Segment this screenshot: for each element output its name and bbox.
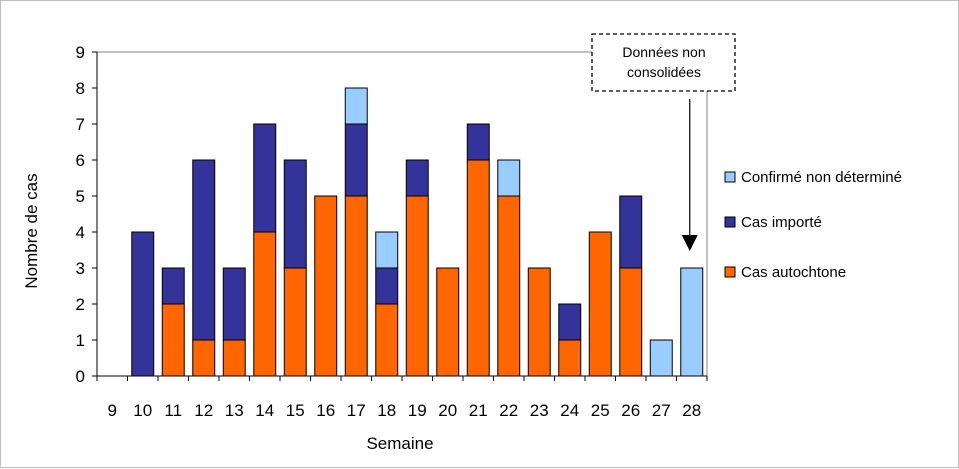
x-tick-label: 28 — [682, 401, 701, 420]
y-tick-label: 2 — [76, 295, 85, 314]
legend-label: Confirmé non déterminé — [741, 169, 902, 186]
x-tick-label: 27 — [652, 401, 671, 420]
y-axis-title: Nombre de cas — [22, 173, 41, 288]
bar-segment — [253, 123, 277, 233]
y-tick-label: 3 — [76, 259, 85, 278]
legend: Confirmé non déterminé Cas importé Cas aut… — [724, 169, 902, 281]
x-tick-label: 22 — [499, 401, 518, 420]
bar-segment — [344, 87, 368, 125]
legend-swatch — [724, 171, 736, 183]
bar-segment — [405, 195, 429, 377]
bar-segment — [405, 159, 429, 197]
x-axis-title: Semaine — [366, 434, 433, 453]
annotation-text: consolidées — [627, 64, 701, 80]
x-tick-label: 13 — [225, 401, 244, 420]
x-tick-label: 23 — [530, 401, 549, 420]
bar-segment — [161, 267, 185, 305]
bar-segment — [649, 339, 673, 377]
x-tick-label: 11 — [164, 401, 182, 420]
bar-segment — [192, 159, 216, 341]
bar-segment — [619, 195, 643, 269]
bar-segment — [283, 159, 307, 269]
x-tick-label: 26 — [621, 401, 640, 420]
annotation: Données non consolidées — [591, 33, 736, 251]
bar-segment — [314, 195, 338, 377]
y-tick-label: 9 — [76, 43, 85, 62]
bar-segment — [192, 339, 216, 377]
x-tick-label: 12 — [194, 401, 213, 420]
y-tick-label: 0 — [76, 367, 85, 386]
bar-segment — [131, 231, 155, 377]
annotation-arrow-head — [681, 235, 698, 251]
x-tick-label: 14 — [255, 401, 274, 420]
bar-segment — [558, 339, 582, 377]
bar-segment — [344, 123, 368, 197]
legend-swatch — [724, 216, 736, 228]
bar-segment — [283, 267, 307, 377]
bar-segment — [497, 159, 521, 197]
bar-segment — [436, 267, 460, 377]
annotation-text: Données non — [622, 44, 705, 60]
bar-segment — [222, 267, 246, 341]
y-tick-label: 8 — [76, 79, 85, 98]
bar-segment — [680, 267, 704, 377]
y-tick-label: 7 — [76, 115, 85, 134]
y-tick-label: 6 — [76, 151, 85, 170]
x-tick-label: 10 — [133, 401, 152, 420]
bar-segment — [375, 267, 399, 305]
x-tick-label: 16 — [316, 401, 335, 420]
bar-segment — [619, 267, 643, 377]
x-tick-label: 18 — [377, 401, 396, 420]
y-tick-label: 1 — [76, 331, 85, 350]
x-tick-label: 9 — [108, 401, 117, 420]
bars — [131, 87, 704, 377]
x-tick-label: 25 — [591, 401, 610, 420]
bar-segment — [253, 231, 277, 377]
bar-segment — [497, 195, 521, 377]
bar-segment — [222, 339, 246, 377]
legend-label: Cas importé — [741, 214, 822, 231]
x-tick-label: 24 — [560, 401, 579, 420]
x-tick-label: 21 — [469, 401, 488, 420]
bar-segment — [466, 159, 490, 377]
y-tick-label: 4 — [76, 223, 85, 242]
legend-swatch — [724, 266, 736, 278]
x-tick-label: 19 — [408, 401, 427, 420]
legend-label: Cas autochtone — [741, 264, 846, 281]
annotation-box — [591, 33, 736, 92]
bar-segment — [375, 231, 399, 269]
bar-segment — [344, 195, 368, 377]
x-tick-label: 20 — [438, 401, 457, 420]
y-tick-label: 5 — [76, 187, 85, 206]
bar-segment — [375, 303, 399, 377]
bar-segment — [466, 123, 490, 161]
bar-segment — [588, 231, 612, 377]
x-tick-label: 17 — [347, 401, 366, 420]
bar-segment — [527, 267, 551, 377]
bar-segment — [558, 303, 582, 341]
x-tick-label: 15 — [286, 401, 305, 420]
bar-segment — [161, 303, 185, 377]
